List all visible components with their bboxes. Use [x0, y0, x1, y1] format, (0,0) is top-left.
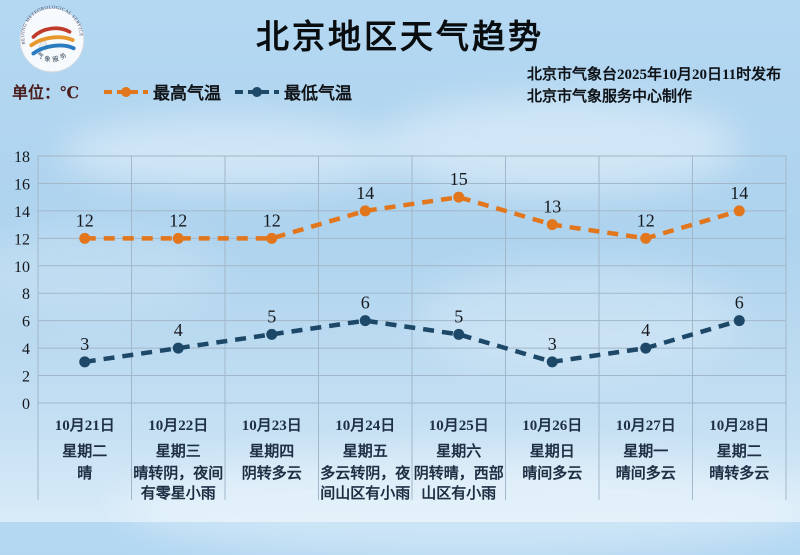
data-point-value-label: 4	[174, 320, 183, 340]
data-point-value-label: 12	[169, 210, 187, 230]
x-axis-weather-label: 晴间多云	[616, 464, 676, 482]
page-title: 北京地区天气趋势	[256, 20, 544, 56]
data-point-value-label: 3	[548, 334, 557, 354]
publisher-info: 北京市气象台2025年10月20日11时发布 北京市气象服务中心制作	[527, 64, 781, 108]
low-temp-legend-marker-icon	[235, 86, 279, 97]
legend-label-high-temp: 最高气温	[153, 84, 221, 103]
data-point-value-label: 15	[450, 169, 468, 189]
data-point-value-label: 5	[454, 306, 463, 326]
x-axis-date-label: 10月26日	[522, 417, 582, 434]
data-point-marker	[733, 205, 745, 217]
x-axis-weekday-label: 星期三	[156, 442, 201, 460]
chart-legend: 最高气温 最低气温	[104, 79, 352, 104]
x-axis-weather-label: 山区有小雨	[421, 484, 496, 502]
publisher-line-1: 北京市气象台2025年10月20日11时发布	[527, 67, 782, 83]
x-axis-date-label: 10月27日	[616, 417, 676, 434]
data-point-value-label: 12	[76, 210, 94, 230]
logo-orange-swoosh-icon	[29, 35, 75, 48]
x-axis-weather-label: 多云转阴，夜	[320, 464, 411, 482]
x-axis-date-label: 10月22日	[148, 417, 208, 434]
x-axis-weekday-label: 星期五	[343, 442, 388, 460]
x-axis-weekday-label: 星期二	[717, 442, 762, 460]
data-point-value-label: 14	[356, 183, 374, 203]
data-point-marker	[172, 342, 184, 354]
publisher-line-2: 北京市气象服务中心制作	[527, 89, 693, 105]
data-point-marker	[733, 315, 745, 327]
y-axis-tick-label: 8	[22, 286, 30, 303]
y-axis-tick-label: 6	[22, 314, 30, 331]
x-axis-weekday-label: 星期一	[623, 442, 668, 460]
x-axis-date-label: 10月21日	[55, 417, 115, 434]
data-point-marker	[546, 219, 558, 231]
data-point-marker	[546, 356, 558, 368]
x-axis-date-label: 10月25日	[429, 417, 489, 434]
y-axis-tick-label: 14	[14, 204, 30, 221]
y-axis-tick-label: 2	[22, 369, 30, 386]
y-axis-tick-label: 16	[14, 176, 30, 193]
data-point-marker	[172, 232, 184, 244]
weather-trend-chart: 0 2 4 6 8 10 12 14 16 18 12 12 12 14 15 13 12 14 3 4 5 6 5 3 4 6 1…	[14, 149, 787, 502]
data-point-marker	[640, 342, 652, 354]
data-point-marker	[453, 191, 465, 203]
legend-item-low-temp: 最低气温	[235, 79, 352, 104]
data-point-value-label: 13	[543, 197, 561, 217]
x-axis-weather-label: 晴转阴，夜间	[133, 464, 223, 482]
x-axis-weather-label: 间山区有小雨	[320, 484, 410, 502]
data-point-marker	[79, 356, 91, 368]
data-point-marker	[359, 205, 371, 217]
data-point-marker	[266, 328, 278, 340]
beijing-meteorological-service-logo: BEIJING METEOROLOGICAL SERVICE 气象服务	[19, 5, 85, 73]
legend-item-high-temp: 最高气温	[104, 79, 221, 104]
y-axis-tick-label: 0	[22, 396, 30, 413]
x-axis-weather-label: 晴转多云	[709, 464, 769, 482]
data-point-value-label: 4	[641, 320, 650, 340]
x-axis-date-label: 10月28日	[709, 417, 769, 434]
logo-blue-swoosh-icon	[31, 43, 76, 56]
x-axis-date-label: 10月23日	[242, 417, 302, 434]
data-point-marker	[453, 328, 465, 340]
x-axis-weekday-label: 星期六	[436, 442, 481, 460]
data-point-value-label: 5	[267, 306, 276, 326]
y-axis-tick-label: 18	[14, 149, 30, 166]
logo-red-swoosh-icon	[31, 26, 72, 39]
y-axis-tick-label: 10	[14, 259, 30, 276]
x-axis-weather-label: 阴转晴，西部	[414, 464, 504, 482]
high-temp-legend-marker-icon	[104, 86, 148, 97]
data-point-marker	[359, 315, 371, 327]
legend-label-low-temp: 最低气温	[284, 84, 352, 103]
data-point-value-label: 12	[263, 210, 281, 230]
data-point-value-label: 12	[637, 210, 655, 230]
unit-label: 单位：℃	[12, 85, 80, 102]
x-axis-weather-label: 有零星小雨	[141, 484, 216, 502]
x-axis-weather-label: 晴	[77, 464, 92, 482]
data-point-value-label: 14	[730, 183, 748, 203]
y-axis-tick-label: 12	[14, 231, 30, 248]
x-axis-date-label: 10月24日	[335, 417, 395, 434]
x-axis-weather-label: 阴转多云	[242, 464, 302, 482]
low-temp-line	[84, 318, 740, 365]
high-temp-line	[84, 194, 740, 241]
data-point-marker	[266, 232, 278, 244]
logo-circle	[19, 7, 85, 73]
cloud-decoration	[60, 118, 400, 188]
data-point-value-label: 3	[80, 334, 89, 354]
x-axis-weather-label: 晴间多云	[522, 464, 582, 482]
data-point-marker	[79, 232, 91, 244]
x-axis-weekday-label: 星期四	[249, 442, 294, 460]
cloud-decoration	[380, 98, 740, 193]
y-axis-tick-label: 4	[22, 341, 30, 358]
x-axis-weekday-label: 星期日	[530, 442, 575, 460]
data-point-value-label: 6	[361, 293, 370, 313]
x-axis-weekday-label: 星期二	[62, 442, 107, 460]
data-point-value-label: 6	[735, 293, 744, 313]
data-point-marker	[640, 232, 652, 244]
